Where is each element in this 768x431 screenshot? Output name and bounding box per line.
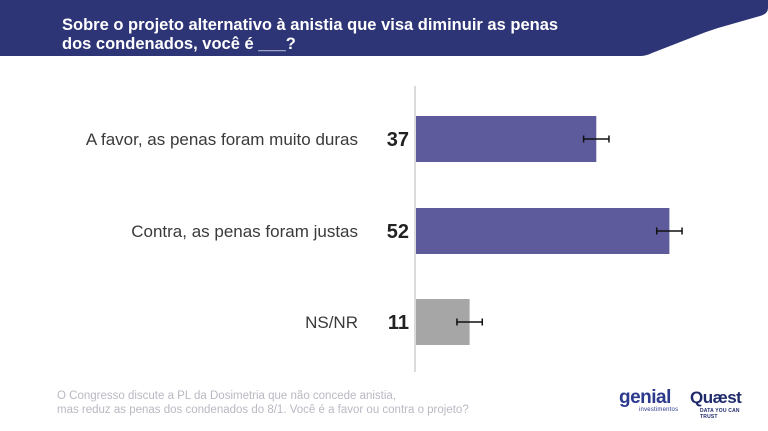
value-label: 37 — [387, 129, 409, 151]
bar — [416, 208, 670, 254]
genial-logo-word: genial — [619, 387, 671, 408]
footer-note-line1: O Congresso discute a PL da Dosimetria q… — [57, 390, 397, 402]
value-label: 11 — [388, 312, 409, 334]
bar — [416, 116, 597, 162]
page-title-line1: Sobre o projeto alternativo à anistia qu… — [62, 16, 559, 34]
quaest-logo-sub: DATA YOU CAN TRUST — [700, 408, 740, 420]
genial-logo: genial investimentos — [619, 388, 681, 418]
genial-logo-sub: investimentos — [639, 407, 679, 413]
category-label: Contra, as penas foram justas — [131, 222, 358, 241]
category-label: NS/NR — [305, 313, 358, 332]
quaest-logo-word: Quæst — [690, 388, 742, 407]
quaest-logo: Quæst DATA YOU CAN TRUST — [690, 388, 754, 421]
value-label: 52 — [387, 221, 409, 243]
footer-note-line2: mas reduz as penas dos condenados do 8/1… — [57, 404, 469, 416]
footer-note: O Congresso discute a PL da Dosimetria q… — [57, 389, 537, 417]
page-title-line2: dos condenados, você é ___? — [62, 35, 296, 53]
header-band-shape — [0, 0, 768, 56]
header-band — [0, 0, 768, 56]
page-title: Sobre o projeto alternativo à anistia qu… — [62, 16, 622, 54]
category-label: A favor, as penas foram muito duras — [86, 130, 358, 149]
